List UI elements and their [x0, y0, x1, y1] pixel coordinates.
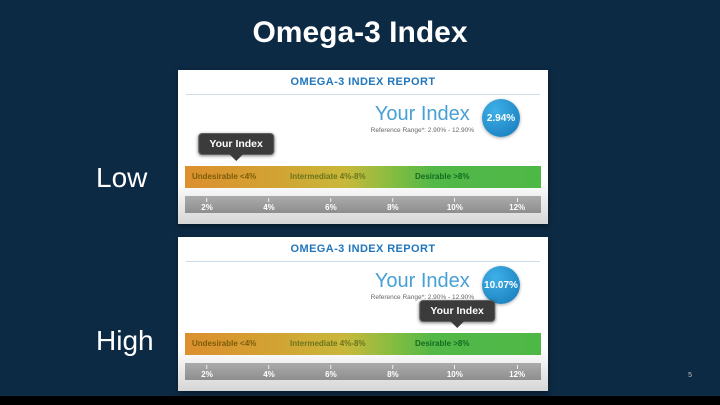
index-zone-bar: Undesirable <4% Intermediate 4%-8% Desir… — [185, 166, 541, 188]
zone-intermediate: Intermediate 4%-8% — [290, 172, 366, 181]
scale-tick: 2% — [201, 365, 213, 379]
omega3-report-card-high: OMEGA-3 INDEX REPORT Your Index Referenc… — [178, 237, 548, 391]
your-index-marker-label: Your Index — [198, 133, 274, 155]
zone-intermediate: Intermediate 4%-8% — [290, 339, 366, 348]
divider — [186, 261, 540, 262]
reference-range: Reference Range*: 2.90% - 12.90% — [370, 293, 474, 301]
divider — [186, 94, 540, 95]
omega3-report-card-low: OMEGA-3 INDEX REPORT Your Index Referenc… — [178, 70, 548, 224]
reference-range: Reference Range*: 2.90% - 12.90% — [370, 126, 474, 134]
your-index-marker-label: Your Index — [419, 300, 495, 322]
scale-tick: 12% — [509, 365, 525, 379]
zone-undesirable: Undesirable <4% — [192, 339, 257, 348]
your-index-label: Your Index — [374, 269, 470, 292]
scale-tick: 4% — [263, 198, 275, 212]
index-value-badge: 2.94% — [482, 99, 520, 137]
index-value-badge: 10.07% — [482, 266, 520, 304]
index-value-row: Your Index Reference Range*: 2.90% - 12.… — [371, 266, 520, 304]
scale-tick: 10% — [447, 198, 463, 212]
zone-desirable: Desirable >8% — [415, 172, 470, 181]
page-title: Omega-3 Index — [252, 16, 468, 49]
your-index-marker: Your Index — [419, 300, 495, 322]
scale-tick: 8% — [387, 365, 399, 379]
label-high: High — [96, 325, 154, 356]
zone-undesirable: Undesirable <4% — [192, 172, 257, 181]
scale-tick: 4% — [263, 365, 275, 379]
scale-tick: 6% — [325, 198, 337, 212]
index-text-block: Your Index Reference Range*: 2.90% - 12.… — [371, 103, 474, 134]
scale-tick: 2% — [201, 198, 213, 212]
report-title: OMEGA-3 INDEX REPORT — [290, 243, 436, 255]
index-scale-bar: 2% 4% 6% 8% 10% 12% — [185, 363, 541, 380]
index-zone-bar: Undesirable <4% Intermediate 4%-8% Desir… — [185, 333, 541, 355]
zone-desirable: Desirable >8% — [415, 339, 470, 348]
index-text-block: Your Index Reference Range*: 2.90% - 12.… — [371, 270, 474, 301]
footer-bar — [0, 396, 720, 405]
scale-tick: 12% — [509, 198, 525, 212]
scale-tick: 8% — [387, 198, 399, 212]
your-index-label: Your Index — [374, 102, 470, 125]
report-title: OMEGA-3 INDEX REPORT — [290, 76, 436, 88]
page-number: 5 — [688, 372, 692, 379]
scale-tick: 10% — [447, 365, 463, 379]
scale-tick: 6% — [325, 365, 337, 379]
label-low: Low — [96, 162, 148, 193]
index-value-row: Your Index Reference Range*: 2.90% - 12.… — [371, 99, 520, 137]
index-scale-bar: 2% 4% 6% 8% 10% 12% — [185, 196, 541, 213]
your-index-marker: Your Index — [198, 133, 274, 155]
